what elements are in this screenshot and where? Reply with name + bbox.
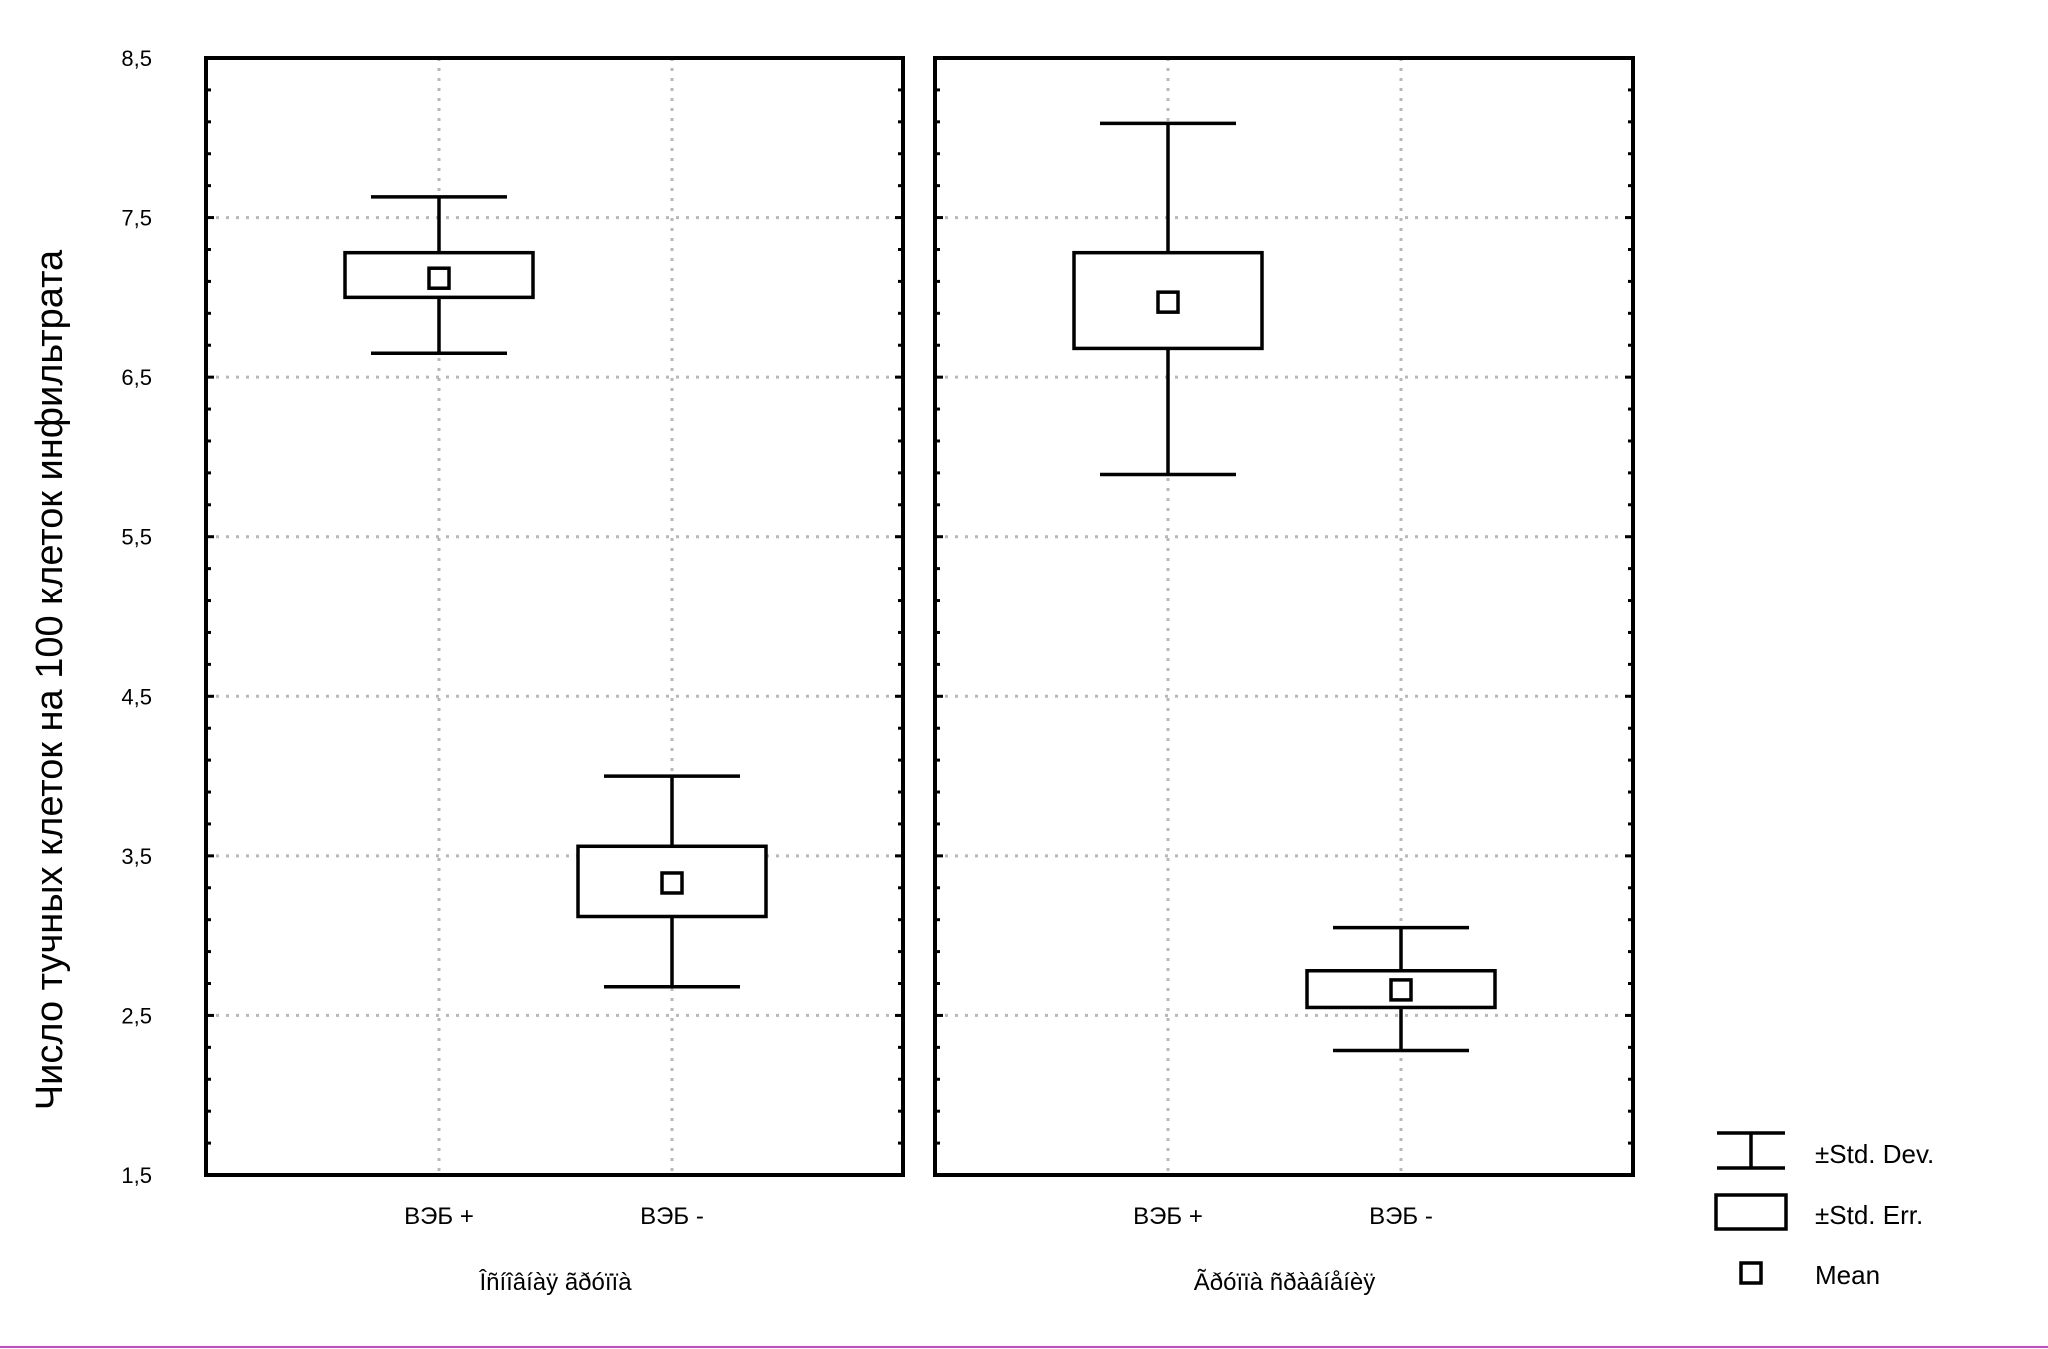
mean-marker <box>1156 290 1180 314</box>
legend-mean-symbol <box>1739 1261 1763 1285</box>
y-tick-label: 8,5 <box>121 46 152 71</box>
legend-std-err-label: ±Std. Err. <box>1815 1200 1923 1230</box>
panels: ВЭБ + ВЭБ - Îñíîâíàÿ ãðóïïà ВЭБ + ВЭБ - Ãðóïï… <box>204 56 1635 1296</box>
category-label: ВЭБ - <box>640 1203 704 1230</box>
bottom-border <box>0 1346 2048 1348</box>
mean-marker <box>660 871 684 895</box>
mean-marker <box>427 266 451 290</box>
legend: ±Std. Dev. ±Std. Err. Mean <box>1714 1131 1934 1290</box>
y-tick-labels: 1,5 2,5 3,5 4,5 5,5 6,5 7,5 8,5 <box>121 46 152 1188</box>
category-label: ВЭБ - <box>1369 1203 1433 1230</box>
y-axis-label: Число тучных клеток на 100 клеток инфиль… <box>29 249 71 1110</box>
legend-mean-label: Mean <box>1815 1260 1880 1290</box>
legend-std-err-symbol <box>1714 1193 1788 1231</box>
category-label: ВЭБ + <box>404 1203 474 1230</box>
legend-std-dev: ±Std. Dev. <box>1717 1131 1934 1170</box>
y-tick-label: 5,5 <box>121 525 152 550</box>
group-label: Ãðóïïà ñðàâíåíèÿ <box>1194 1269 1375 1296</box>
mean-marker <box>1389 978 1413 1002</box>
legend-std-err: ±Std. Err. <box>1714 1193 1923 1231</box>
box-2-1: ВЭБ + <box>1072 121 1264 1230</box>
y-tick-label: 2,5 <box>121 1003 152 1028</box>
y-tick-label: 3,5 <box>121 844 152 869</box>
panel-1: ВЭБ + ВЭБ - Îñíîâíàÿ ãðóïïà <box>204 56 905 1296</box>
panel-2: ВЭБ + ВЭБ - Ãðóïïà ñðàâíåíèÿ <box>933 56 1635 1296</box>
y-tick-label: 1,5 <box>121 1163 152 1188</box>
y-tick-label: 7,5 <box>121 206 152 231</box>
box-1-2: ВЭБ - <box>576 774 768 1230</box>
plot-frame <box>204 56 905 1177</box>
legend-mean: Mean <box>1739 1260 1880 1290</box>
y-tick-label: 4,5 <box>121 684 152 709</box>
box-2-2: ВЭБ - <box>1305 925 1497 1230</box>
y-tick-label: 6,5 <box>121 365 152 390</box>
legend-std-dev-label: ±Std. Dev. <box>1815 1139 1934 1169</box>
group-label: Îñíîâíàÿ ãðóïïà <box>478 1269 632 1296</box>
category-label: ВЭБ + <box>1133 1203 1203 1230</box>
plot-frame <box>933 56 1635 1177</box>
box-1-1: ВЭБ + <box>343 195 535 1230</box>
